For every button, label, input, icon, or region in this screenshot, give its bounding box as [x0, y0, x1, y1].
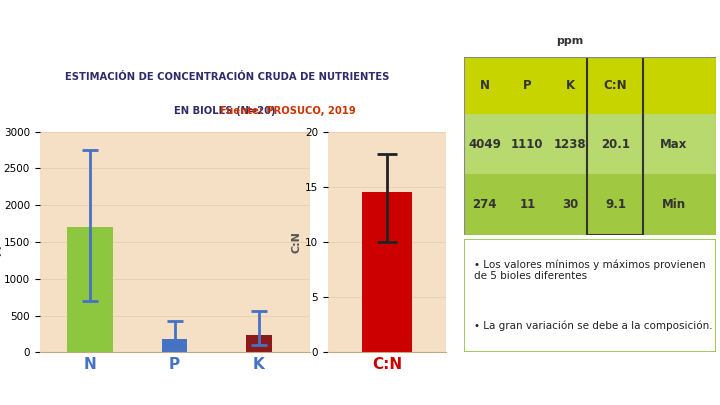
Y-axis label: C:N: C:N — [292, 231, 302, 253]
Text: Max: Max — [660, 138, 688, 151]
Bar — [464, 114, 716, 174]
Text: 30: 30 — [562, 198, 578, 211]
Text: 4049: 4049 — [468, 138, 501, 151]
Bar — [587, 57, 644, 235]
Text: EN BIOLES (N=20): EN BIOLES (N=20) — [174, 106, 279, 116]
Bar — [67, 227, 114, 352]
Text: 11: 11 — [519, 198, 536, 211]
Bar — [246, 335, 271, 352]
Y-axis label: ppm: ppm — [0, 228, 1, 256]
Text: 20.1: 20.1 — [601, 138, 630, 151]
Text: K: K — [566, 79, 575, 92]
Text: Min: Min — [662, 198, 685, 211]
Text: 9.1: 9.1 — [605, 198, 626, 211]
Bar — [162, 339, 187, 352]
Text: • La gran variación se debe a la composición.: • La gran variación se debe a la composi… — [474, 321, 713, 331]
Text: 274: 274 — [472, 198, 497, 211]
Text: 1110: 1110 — [511, 138, 544, 151]
Text: N: N — [480, 79, 490, 92]
Text: ppm: ppm — [557, 36, 584, 46]
Bar — [464, 57, 716, 114]
Text: • Los valores mínimos y máximos provienen de 5 bioles diferentes: • Los valores mínimos y máximos proviene… — [474, 259, 706, 281]
Text: 1238: 1238 — [554, 138, 587, 151]
Text: ESTIMACIÓN DE CONCENTRACIÓN CRUDA DE NUTRIENTES: ESTIMACIÓN DE CONCENTRACIÓN CRUDA DE NUT… — [65, 72, 389, 83]
Text: ¿Cómo comparar prepraciones tan diversas?: ¿Cómo comparar prepraciones tan diversas… — [11, 19, 534, 40]
Text: Fuente: PROSUCO, 2019: Fuente: PROSUCO, 2019 — [220, 106, 356, 116]
Text: P: P — [523, 79, 531, 92]
Bar — [464, 174, 716, 235]
Bar — [362, 192, 412, 352]
Text: C:N: C:N — [604, 79, 627, 92]
